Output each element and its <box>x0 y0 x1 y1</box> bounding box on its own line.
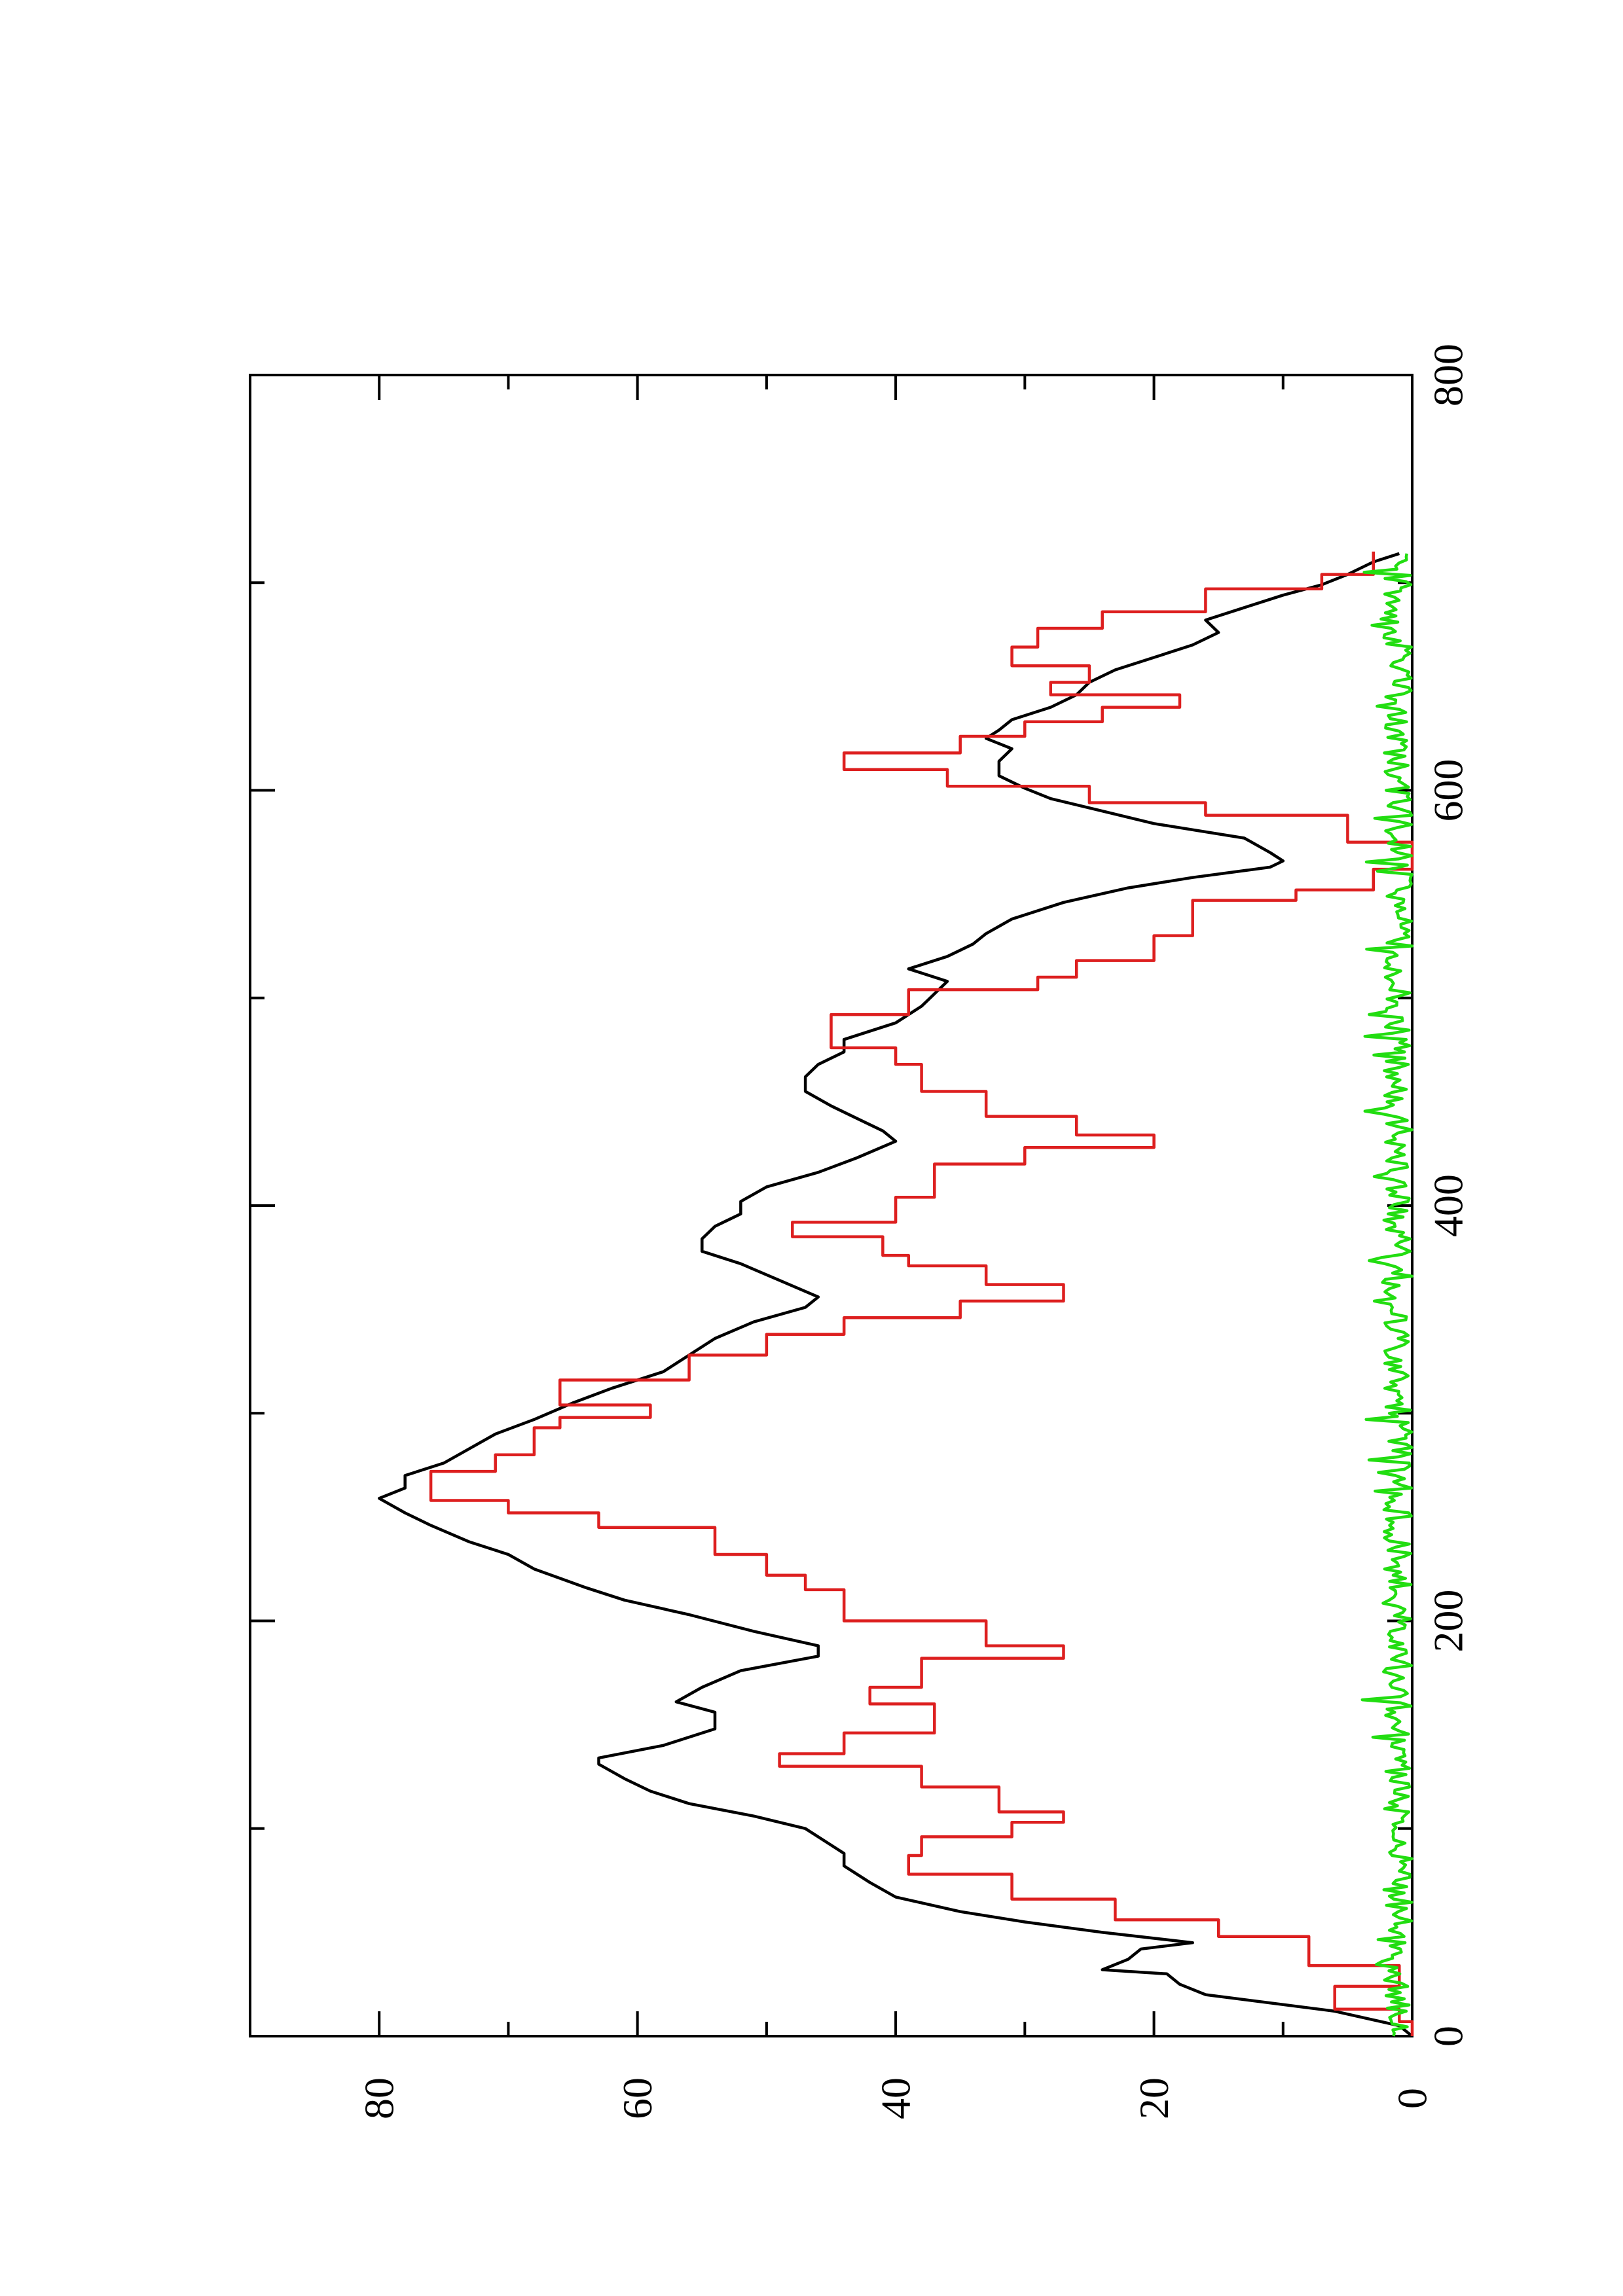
series-line-3 <box>1360 553 1414 2037</box>
y-tick-label-20: 20 <box>1131 2077 1177 2119</box>
plot-frame <box>249 374 1413 2037</box>
x-tick-label-0: 0 <box>1425 2026 1472 2047</box>
y-tick-label-60: 60 <box>614 2077 661 2119</box>
x-tick-label-400: 400 <box>1425 1174 1472 1237</box>
y-tick-label-0: 0 <box>1389 2088 1436 2109</box>
x-tick-label-600: 600 <box>1425 759 1472 822</box>
x-tick-label-200: 200 <box>1425 1590 1472 1653</box>
series-line-2 <box>429 551 1414 2036</box>
series-line-1 <box>377 552 1413 2037</box>
y-tick-label-40: 40 <box>873 2077 919 2119</box>
x-tick-label-800: 800 <box>1425 344 1472 406</box>
axis-ticks <box>250 374 1413 2037</box>
y-tick-label-80: 80 <box>356 2077 403 2119</box>
data-series <box>377 551 1414 2037</box>
axis-tick-labels: 0 200 400 600 800 0 20 40 60 80 <box>356 344 1472 2119</box>
